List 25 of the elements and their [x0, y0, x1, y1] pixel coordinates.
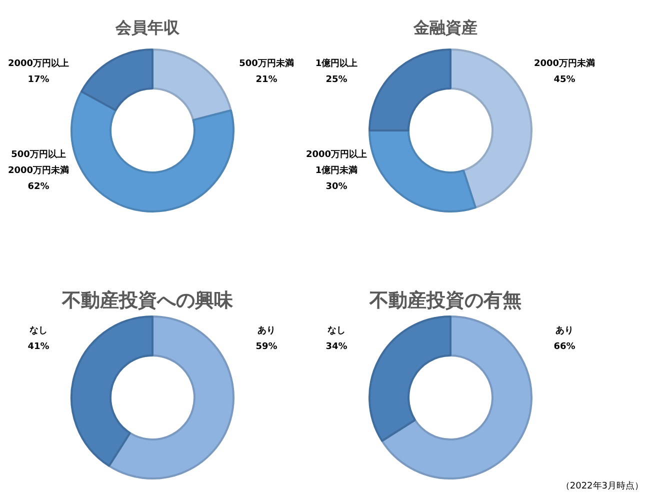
slice-label: 1億円以上 [315, 58, 358, 70]
data-label: 62% [28, 182, 50, 192]
slice-label: 2000万円以上 [8, 58, 70, 70]
slice-label: 2000万円以上 1億円未満 [306, 149, 368, 176]
slice-label: あり [258, 326, 276, 336]
data-label: 41% [28, 342, 50, 352]
slice-label: なし [30, 326, 48, 336]
slice-label: あり [556, 326, 574, 336]
data-label: 45% [554, 75, 576, 86]
text: （2022年3月時点） [560, 480, 644, 492]
data-label: 34% [326, 342, 348, 352]
chart-title: 金融資産 [412, 18, 478, 37]
chart-title: 不動産投資の有無 [368, 290, 522, 312]
data-label: 21% [256, 75, 278, 86]
data-label: 66% [554, 342, 576, 352]
slice-label: 2000万円未満 [534, 58, 596, 70]
slice-label: 500万円以上 2000万円未満 [8, 149, 70, 176]
chart-title: 会員年収 [114, 18, 180, 37]
data-label: 59% [256, 342, 278, 352]
data-label: 17% [28, 75, 50, 86]
data-label: 25% [326, 75, 348, 86]
chart-title: 不動産投資への興味 [61, 290, 234, 312]
slice-label: なし [328, 326, 346, 336]
data-label: 30% [326, 182, 348, 192]
slice-label: 500万円未満 [239, 58, 294, 70]
